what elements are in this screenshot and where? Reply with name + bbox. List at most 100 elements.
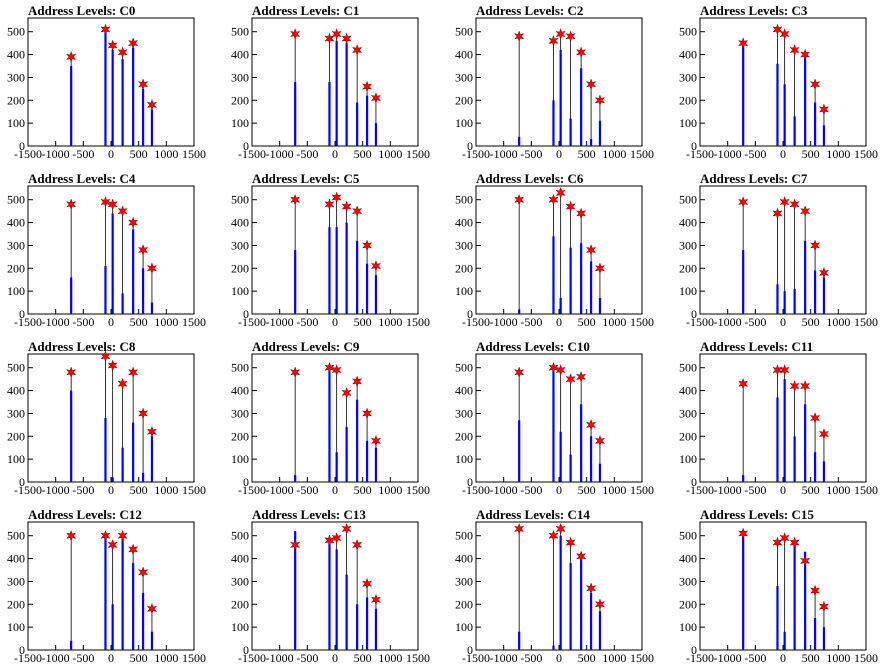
peak-marker — [331, 28, 342, 40]
x-tick-label: -1500 — [686, 651, 714, 665]
y-tick-label: 300 — [231, 238, 249, 252]
y-tick-label: 200 — [7, 261, 25, 275]
x-tick-label: -1000 — [714, 483, 742, 497]
x-tick-label: -1000 — [714, 147, 742, 161]
x-tick-label: 1000 — [826, 147, 850, 161]
bar — [559, 50, 562, 146]
bar — [822, 125, 826, 146]
chart-panel: Address Levels: C90100200300400500-1500-… — [231, 339, 430, 497]
y-tick-label: 500 — [679, 193, 697, 207]
peak-marker — [565, 536, 576, 549]
bar — [822, 277, 826, 314]
x-tick-label: -500 — [296, 483, 318, 497]
bar — [294, 531, 297, 650]
bar — [328, 227, 331, 314]
y-tick-label: 100 — [455, 452, 473, 466]
y-tick-label: 200 — [455, 597, 473, 611]
y-tick-label: 200 — [7, 93, 25, 107]
peak-marker — [137, 407, 149, 420]
peak-marker — [65, 50, 77, 63]
y-tick-label: 0 — [691, 643, 697, 657]
x-tick-label: -500 — [72, 651, 94, 665]
y-tick-label: 200 — [455, 261, 473, 275]
x-tick-label: -1000 — [266, 483, 294, 497]
y-tick-label: 400 — [231, 384, 249, 398]
y-tick-label: 400 — [679, 384, 697, 398]
bar — [552, 370, 555, 482]
bar — [776, 586, 779, 650]
bar — [345, 43, 348, 147]
chart-panel: Address Levels: C12 0 100 200 300 400 500 -1500… — [7, 507, 206, 665]
peak-marker — [575, 207, 587, 220]
peak-marker — [555, 364, 566, 376]
x-tick-label: -500 — [520, 651, 542, 665]
peak-marker — [351, 538, 363, 551]
chart-title: Address Levels: C4 — [28, 171, 136, 186]
y-tick-label: 200 — [231, 429, 249, 443]
peak-marker — [809, 412, 821, 424]
chart-panel: Address Levels: C00100200300400500-1500-… — [7, 3, 206, 161]
peak-marker — [100, 350, 111, 363]
plot-frame — [27, 17, 195, 147]
peak-marker — [575, 370, 587, 383]
x-tick-label: -1000 — [490, 483, 518, 497]
chart-panel: Address Levels: C80100200300400500-1500-… — [7, 339, 206, 497]
x-tick-label: -1500 — [238, 483, 266, 497]
bar — [589, 261, 593, 314]
x-tick-label: -1500 — [14, 147, 42, 161]
x-tick-label: 1000 — [154, 483, 178, 497]
x-tick-label: -1000 — [42, 147, 70, 161]
peak-marker — [594, 598, 606, 611]
y-tick-label: 500 — [679, 529, 697, 543]
peak-marker — [565, 373, 576, 386]
x-tick-label: 0 — [332, 651, 338, 665]
y-tick-label: 300 — [679, 70, 697, 84]
y-tick-label: 100 — [455, 116, 473, 130]
y-tick-label: 300 — [7, 406, 25, 420]
peak-marker — [117, 377, 128, 390]
x-tick-label: 500 — [578, 147, 596, 161]
x-tick-label: 1500 — [854, 315, 878, 329]
chart-title: Address Levels: C0 — [28, 3, 135, 18]
peak-marker — [289, 193, 301, 206]
peak-marker — [370, 260, 382, 272]
bar — [345, 427, 348, 482]
y-tick-label: 400 — [455, 48, 473, 62]
y-tick-label: 0 — [467, 475, 473, 489]
peak-marker — [65, 529, 77, 542]
x-tick-label: 1500 — [182, 147, 206, 161]
bar — [776, 284, 779, 314]
peak-marker — [789, 44, 800, 56]
x-tick-label: 1500 — [630, 147, 654, 161]
peak-marker — [818, 103, 830, 116]
chart-panel: Address Levels: C15 0 100 200 300 400 500 -1500… — [679, 507, 878, 665]
bar — [335, 452, 338, 482]
x-tick-label: 0 — [780, 147, 786, 161]
x-tick-label: -1000 — [490, 147, 518, 161]
bar — [356, 240, 359, 314]
y-tick-label: 0 — [19, 475, 25, 489]
x-tick-label: -500 — [520, 315, 542, 329]
bar — [104, 418, 107, 482]
peak-marker — [341, 522, 352, 535]
peak-marker — [117, 205, 128, 218]
chart-panel: Address Levels: C14 0 100 200 300 400 500 -1500… — [455, 507, 654, 665]
x-tick-label: 0 — [556, 651, 562, 665]
peak-marker — [809, 78, 821, 91]
peak-marker — [809, 239, 821, 252]
y-tick-label: 300 — [7, 238, 25, 252]
y-tick-label: 100 — [231, 620, 249, 634]
y-tick-label: 0 — [691, 307, 697, 321]
y-tick-label: 200 — [455, 93, 473, 107]
bar — [104, 29, 107, 146]
chart-panel: Address Levels: C11 0 100 200 300 400 500 -1500… — [679, 339, 878, 497]
x-tick-label: 0 — [780, 483, 786, 497]
y-tick-label: 500 — [679, 361, 697, 375]
x-tick-label: 1500 — [854, 483, 878, 497]
x-tick-label: -500 — [744, 147, 766, 161]
peak-marker — [548, 34, 559, 47]
peak-marker — [737, 37, 749, 50]
x-tick-label: 500 — [578, 315, 596, 329]
bar — [132, 563, 135, 650]
bar — [141, 88, 145, 146]
